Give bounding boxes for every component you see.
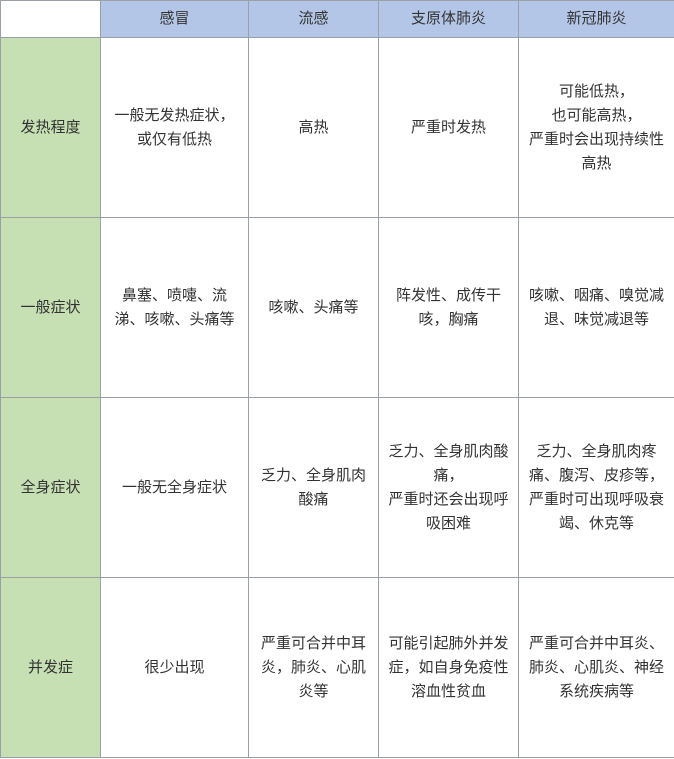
- row-header-complication: 并发症: [1, 578, 101, 758]
- row-header-general: 一般症状: [1, 218, 101, 398]
- cell-complication-liugan: 严重可合并中耳炎，肺炎、心肌炎等: [249, 578, 379, 758]
- cell-general-xinguan: 咳嗽、咽痛、嗅觉减退、味觉减退等: [519, 218, 674, 398]
- cell-general-zhiyuanti: 阵发性、成传干咳，胸痛: [379, 218, 519, 398]
- cell-general-ganmao: 鼻塞、喷嚏、流涕、咳嗽、头痛等: [101, 218, 249, 398]
- cell-complication-xinguan: 严重可合并中耳炎、肺炎、心肌炎、神经系统疾病等: [519, 578, 674, 758]
- table-head: 感冒流感支原体肺炎新冠肺炎: [1, 1, 674, 38]
- col-header-ganmao: 感冒: [101, 1, 249, 38]
- row-header-systemic: 全身症状: [1, 398, 101, 578]
- cell-fever-xinguan: 可能低热， 也可能高热， 严重时会出现持续性高热: [519, 38, 674, 218]
- cell-fever-liugan: 高热: [249, 38, 379, 218]
- table-row: 一般症状鼻塞、喷嚏、流涕、咳嗽、头痛等咳嗽、头痛等阵发性、成传干咳，胸痛咳嗽、咽…: [1, 218, 674, 398]
- comparison-table-container: 感冒流感支原体肺炎新冠肺炎 发热程度一般无发热症状，或仅有低热高热严重时发热可能…: [0, 0, 674, 758]
- cell-fever-ganmao: 一般无发热症状，或仅有低热: [101, 38, 249, 218]
- corner-cell: [1, 1, 101, 38]
- row-header-fever: 发热程度: [1, 38, 101, 218]
- table-row: 发热程度一般无发热症状，或仅有低热高热严重时发热可能低热， 也可能高热， 严重时…: [1, 38, 674, 218]
- cell-complication-zhiyuanti: 可能引起肺外并发症，如自身免疫性溶血性贫血: [379, 578, 519, 758]
- col-header-liugan: 流感: [249, 1, 379, 38]
- cell-systemic-zhiyuanti: 乏力、全身肌肉酸痛， 严重时还会出现呼吸困难: [379, 398, 519, 578]
- cell-general-liugan: 咳嗽、头痛等: [249, 218, 379, 398]
- table-row: 全身症状一般无全身症状乏力、全身肌肉酸痛乏力、全身肌肉酸痛， 严重时还会出现呼吸…: [1, 398, 674, 578]
- header-row: 感冒流感支原体肺炎新冠肺炎: [1, 1, 674, 38]
- cell-systemic-liugan: 乏力、全身肌肉酸痛: [249, 398, 379, 578]
- col-header-zhiyuanti: 支原体肺炎: [379, 1, 519, 38]
- cell-systemic-xinguan: 乏力、全身肌肉疼痛、腹泻、皮疹等， 严重时可出现呼吸衰竭、休克等: [519, 398, 674, 578]
- cell-complication-ganmao: 很少出现: [101, 578, 249, 758]
- col-header-xinguan: 新冠肺炎: [519, 1, 674, 38]
- table-row: 并发症很少出现严重可合并中耳炎，肺炎、心肌炎等可能引起肺外并发症，如自身免疫性溶…: [1, 578, 674, 758]
- cell-systemic-ganmao: 一般无全身症状: [101, 398, 249, 578]
- cell-fever-zhiyuanti: 严重时发热: [379, 38, 519, 218]
- table-body: 发热程度一般无发热症状，或仅有低热高热严重时发热可能低热， 也可能高热， 严重时…: [1, 38, 674, 758]
- comparison-table: 感冒流感支原体肺炎新冠肺炎 发热程度一般无发热症状，或仅有低热高热严重时发热可能…: [0, 0, 674, 758]
